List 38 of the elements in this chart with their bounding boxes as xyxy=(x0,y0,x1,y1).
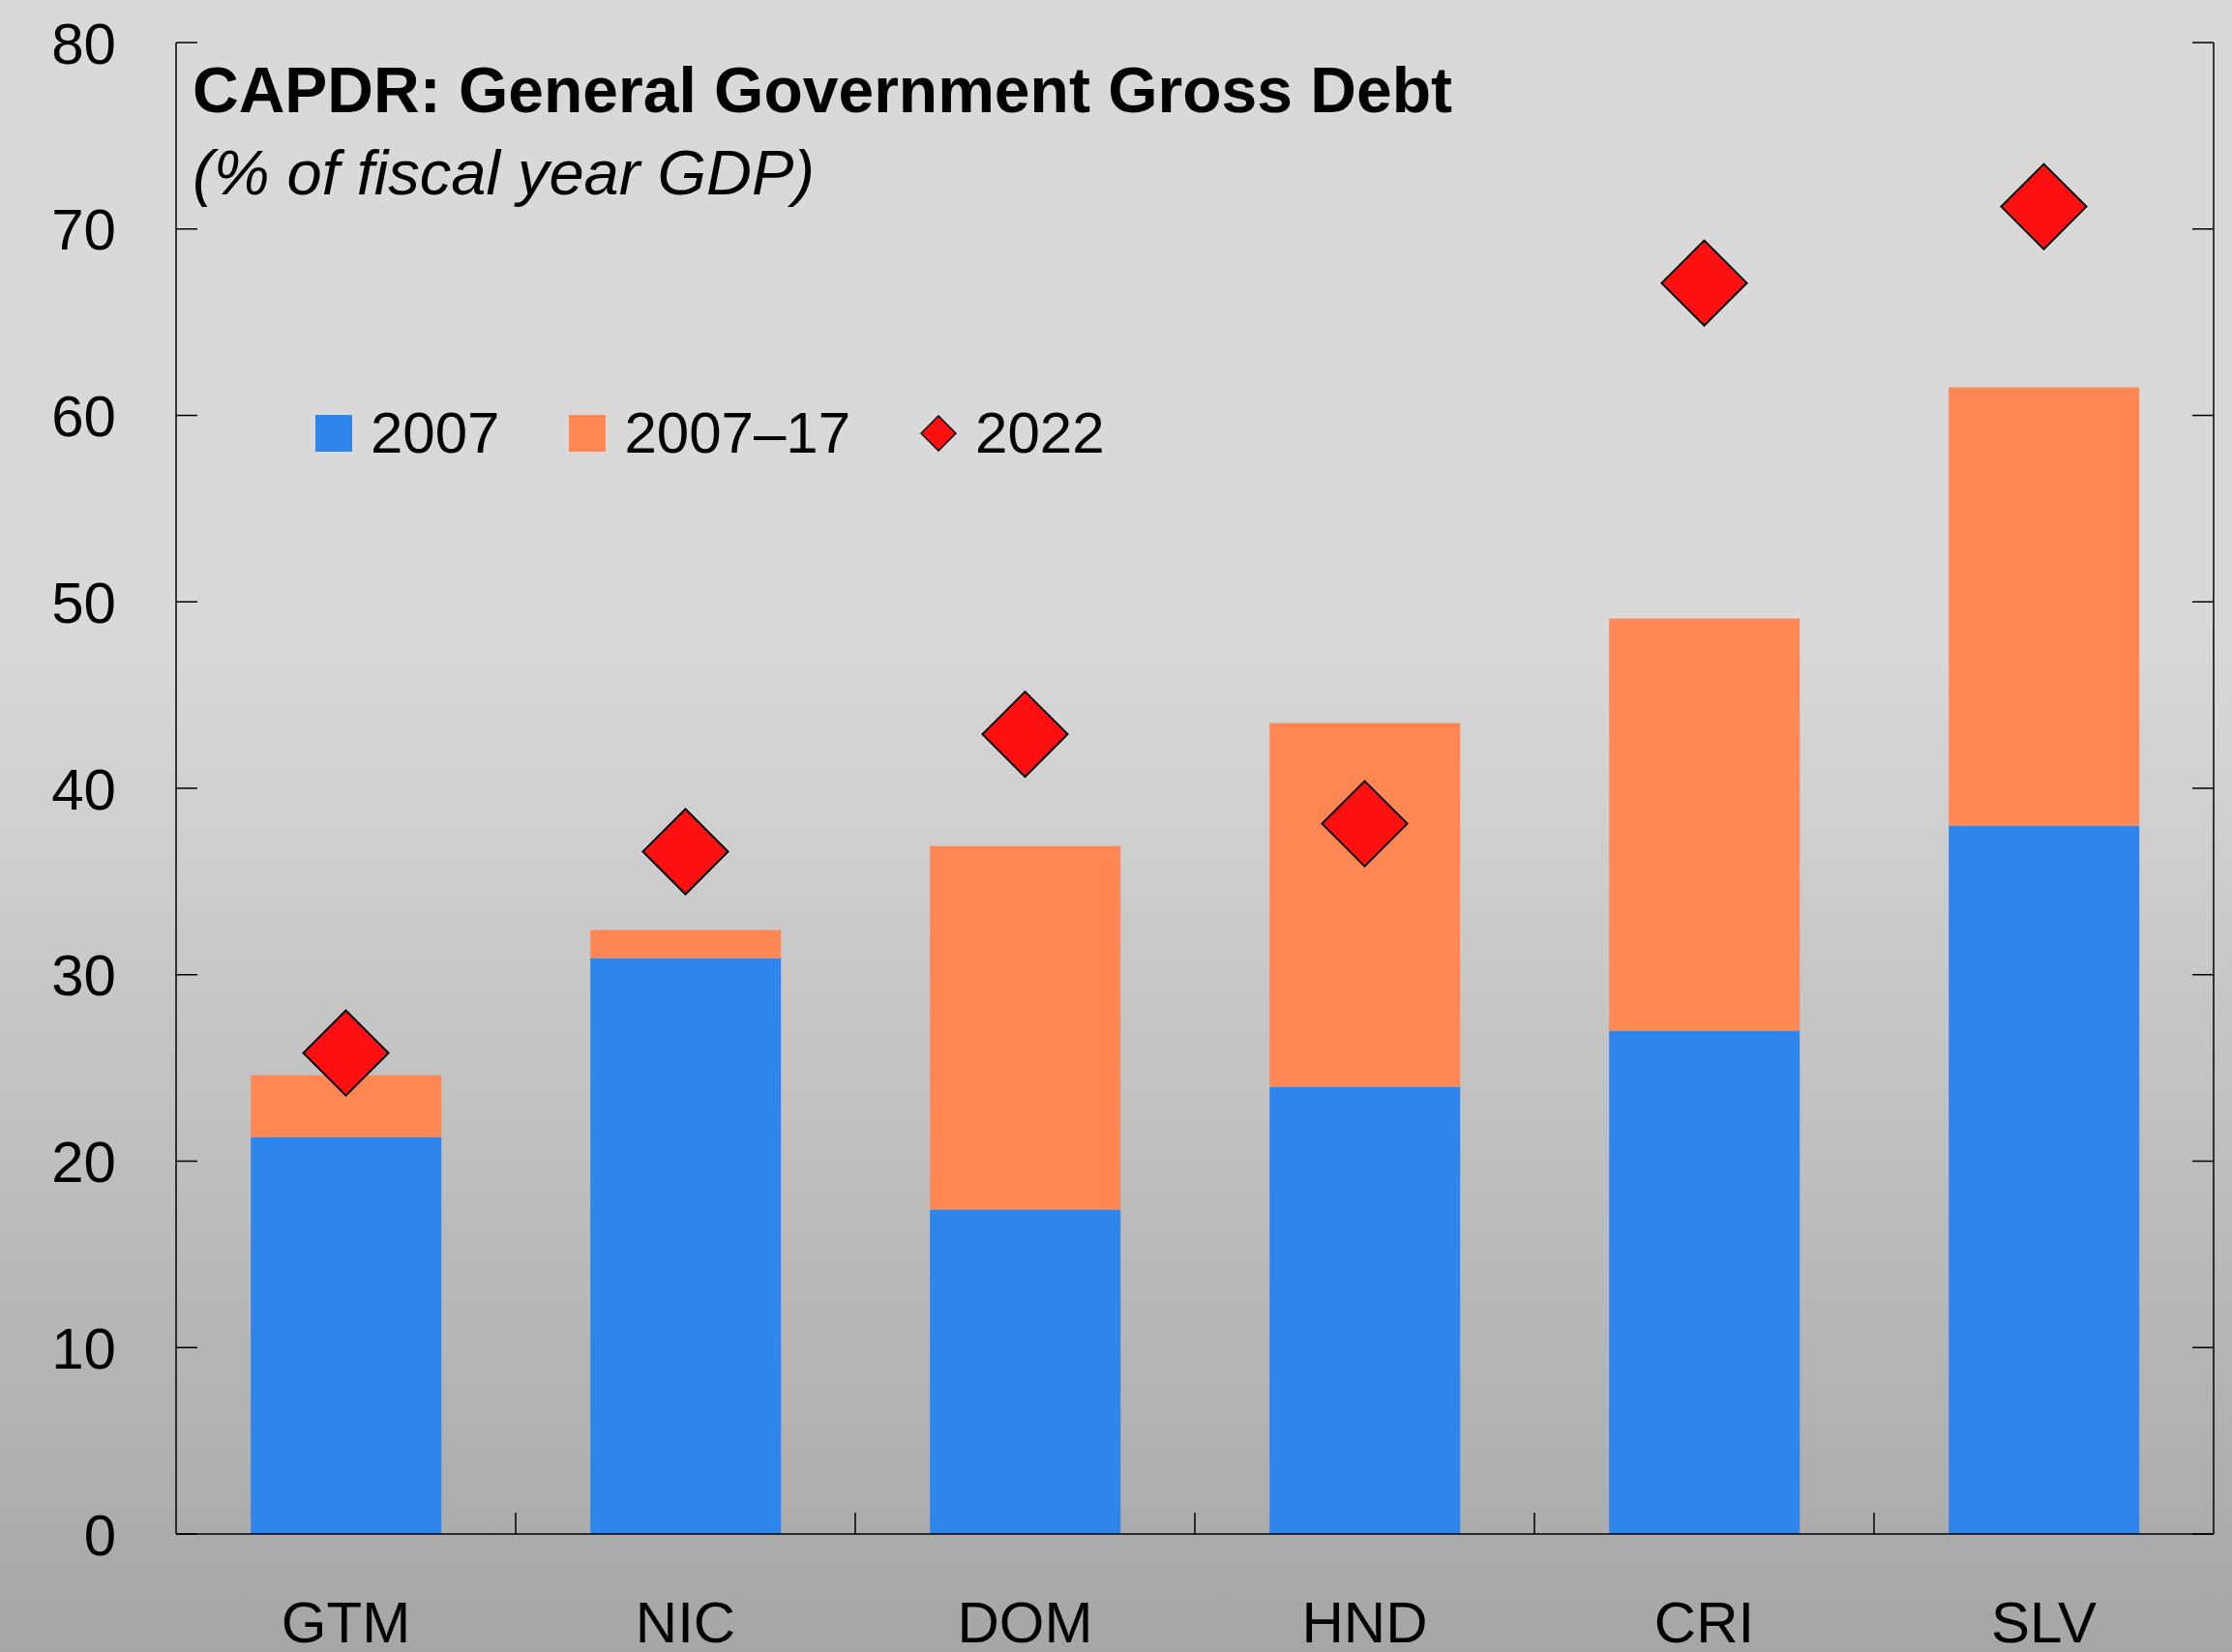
chart-title: CAPDR: General Government Gross Debt xyxy=(193,54,1452,126)
x-tick-label: CRI xyxy=(1653,1590,1755,1652)
bar xyxy=(1949,825,2140,1534)
x-tick-label: NIC xyxy=(635,1590,736,1652)
point xyxy=(302,1009,390,1097)
point xyxy=(1660,239,1748,327)
point xyxy=(641,808,729,896)
y-tick-label: 80 xyxy=(51,11,116,76)
point xyxy=(2000,162,2088,251)
bar xyxy=(1269,1086,1461,1534)
y-tick-label: 40 xyxy=(51,756,116,822)
y-tick-label: 0 xyxy=(83,1502,116,1568)
point xyxy=(1321,780,1409,868)
x-tick-label: DOM xyxy=(957,1590,1093,1652)
bar xyxy=(930,1209,1121,1534)
y-tick-label: 70 xyxy=(51,197,116,263)
bar xyxy=(590,958,782,1534)
x-tick-label: GTM xyxy=(281,1590,411,1652)
legend-label: 2007 xyxy=(371,400,500,465)
bar xyxy=(930,845,1121,1210)
text: (% of fiscal year GDP) xyxy=(193,137,815,208)
bar xyxy=(1269,723,1461,1087)
bar xyxy=(251,1136,442,1534)
legend-label: 2022 xyxy=(975,400,1105,465)
point xyxy=(981,691,1069,779)
y-tick-label: 60 xyxy=(51,384,116,450)
y-tick-label: 50 xyxy=(51,570,116,635)
x-tick-label: HND xyxy=(1301,1590,1428,1652)
y-tick-label: 30 xyxy=(51,943,116,1009)
x-tick-label: SLV xyxy=(1991,1590,2097,1652)
bar xyxy=(1609,618,1800,1031)
bar xyxy=(1949,387,2140,826)
legend-label: 2007–17 xyxy=(624,400,851,465)
y-tick-label: 10 xyxy=(51,1315,116,1381)
y-tick-label: 20 xyxy=(51,1130,116,1195)
bar xyxy=(590,929,782,959)
bar xyxy=(1609,1030,1800,1534)
bar xyxy=(251,1075,442,1137)
